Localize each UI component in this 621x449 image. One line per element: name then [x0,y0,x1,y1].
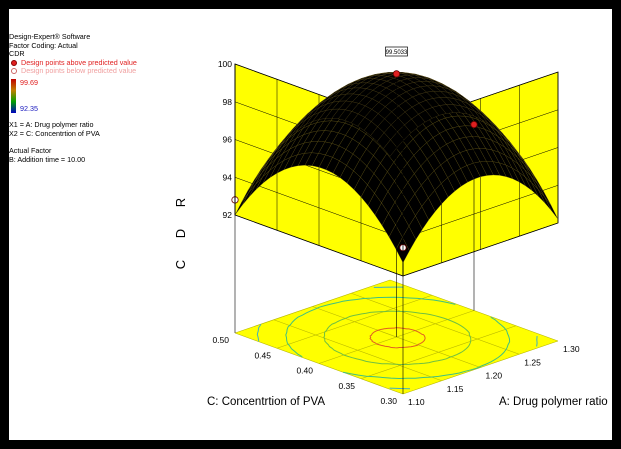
x1-factor-label: X1 = A: Drug polymer ratio [9,119,94,129]
color-gradient-bar [11,78,16,113]
z-tick-label: 94 [223,172,233,182]
below-points-label: Design points below predicted value [21,66,137,76]
tick-labels: 92 94 96 98 100 1.10 1.15 1.20 1.25 1.30 0.30 0.35 0… [212,59,579,407]
z-axis-title: C D R [173,189,188,269]
above-points-label: Design points above predicted value [21,57,137,67]
contour-line [285,296,456,358]
peak-flag-box [385,46,408,57]
x-tick-label: 1.15 [447,384,464,394]
below-point-icon [11,68,17,75]
design-point [392,70,401,78]
surface-facet [383,139,398,157]
plot-frame: Design-Expert® Software Factor Coding: A… [9,9,612,440]
design-point [470,120,478,129]
color-scale: 99.69 92.35 [11,77,189,113]
x-tick-label: 1.20 [486,371,503,381]
x2-factor-label: X2 = C: Concentrtion of PVA [9,128,100,138]
x-tick-label: 1.30 [563,344,580,354]
factor-coding-label: Factor Coding: Actual [9,40,78,50]
y-floor-grid-line [360,325,517,380]
contour-line [536,336,538,347]
response-label: CDR [9,49,25,59]
y-floor-grid-line [234,279,391,334]
software-label: Design-Expert® Software [9,32,91,41]
x-tick-label: 1.10 [408,397,425,407]
contour-line [256,324,262,342]
z-tick-label: 100 [218,59,232,69]
peak-value-flag: 99.5033 [385,46,408,57]
axes [234,64,404,276]
z-tick-label: 96 [223,135,233,145]
x-axis-title: A: Drug polymer ratio [499,396,608,408]
contour-line [389,387,411,390]
y-floor-grid-line [402,340,559,395]
contour-line [323,310,472,366]
peak-flag-label: 99.5033 [386,50,408,56]
z-tick-label: 98 [223,97,233,107]
design-point-stems [234,73,475,394]
above-point-icon [11,59,17,66]
y-floor-grid-line [276,294,433,349]
response-surface-plot: 92 94 96 98 100 1.10 1.15 1.20 1.25 1.30 0.30 0.35 0… [173,46,608,408]
y-tick-label: 0.30 [380,396,397,406]
response-surface [234,72,559,264]
y-axis-title: C: Concentrtion of PVA [207,396,325,408]
legend-panel: Design-Expert® Software Factor Coding: A… [9,32,189,164]
color-scale-low: 92.35 [20,103,38,113]
y-tick-label: 0.35 [338,381,355,391]
x-tick-label: 1.25 [524,357,541,367]
below-points-entry: Design points below predicted value [9,67,189,76]
floor-contours [256,286,538,390]
y-tick-label: 0.45 [254,350,271,360]
above-points-entry: Design points above predicted value [9,57,189,68]
contour-line [343,316,511,380]
y-tick-label: 0.50 [212,335,229,345]
color-scale-high: 99.69 [20,77,38,87]
actual-factor-value: B: Addition time = 10.00 [9,154,86,164]
y-tick-label: 0.40 [296,366,313,376]
z-tick-label: 92 [223,210,233,220]
actual-factor-label: Actual Factor [9,146,52,156]
contour-line [369,327,426,349]
